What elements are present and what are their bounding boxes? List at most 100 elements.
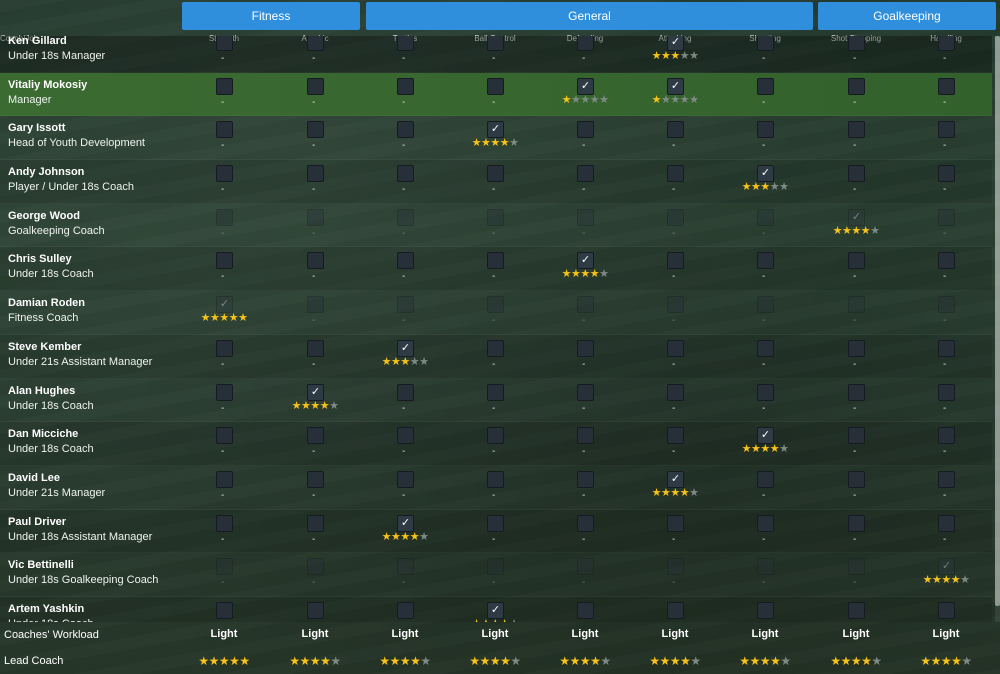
training-checkbox[interactable]: [397, 36, 414, 51]
training-checkbox[interactable]: [848, 77, 865, 95]
table-row[interactable]: Chris Sulley Under 18s Coach - - - - ✓ ★★★★★ - - -…: [0, 247, 992, 292]
training-checkbox[interactable]: [577, 514, 594, 532]
training-checkbox[interactable]: [487, 558, 504, 576]
training-checkbox[interactable]: [307, 339, 324, 357]
training-checkbox[interactable]: [307, 165, 324, 183]
training-checkbox[interactable]: [848, 514, 865, 532]
training-checkbox[interactable]: [757, 383, 774, 401]
training-checkbox[interactable]: [848, 383, 865, 401]
table-row[interactable]: Vic Bettinelli Under 18s Goalkeeping Coac…: [0, 553, 992, 597]
table-row[interactable]: Alan Hughes Under 18s Coach - ✓ ★★★★★ - - - - - - -: [0, 379, 992, 423]
training-checkbox[interactable]: [938, 36, 955, 51]
training-checkbox[interactable]: ✓: [487, 601, 504, 619]
training-checkbox[interactable]: [307, 427, 324, 445]
coach-name[interactable]: Steve Kember: [8, 340, 82, 353]
training-checkbox[interactable]: [848, 121, 865, 139]
coach-name[interactable]: Ken Gillard: [8, 36, 67, 47]
training-checkbox[interactable]: [307, 514, 324, 532]
training-checkbox[interactable]: [848, 339, 865, 357]
table-row[interactable]: Artem YashkinUnder 18s Coach---✓★★★★★---…: [0, 596, 992, 622]
training-checkbox[interactable]: [397, 383, 414, 401]
training-checkbox[interactable]: [938, 165, 955, 183]
training-checkbox[interactable]: [757, 296, 774, 314]
training-checkbox[interactable]: [757, 77, 774, 95]
table-row[interactable]: George Wood Goalkeeping Coach - - - - - - - ✓ ★★★★…: [0, 204, 992, 248]
training-checkbox[interactable]: [577, 121, 594, 139]
training-checkbox[interactable]: [216, 339, 233, 357]
training-checkbox[interactable]: [397, 470, 414, 488]
scrollbar[interactable]: [995, 36, 1000, 622]
training-checkbox[interactable]: [938, 514, 955, 532]
training-checkbox[interactable]: [487, 165, 504, 183]
training-checkbox[interactable]: [216, 165, 233, 183]
category-general[interactable]: General: [366, 2, 813, 30]
training-checkbox[interactable]: [487, 514, 504, 532]
training-checkbox[interactable]: [577, 558, 594, 576]
training-checkbox[interactable]: [757, 558, 774, 576]
training-checkbox[interactable]: [938, 339, 955, 357]
training-checkbox[interactable]: [216, 121, 233, 139]
training-checkbox[interactable]: [577, 470, 594, 488]
training-checkbox[interactable]: ✓: [577, 77, 594, 95]
table-row[interactable]: Andy Johnson Player / Under 18s Coach - - - -…: [0, 160, 992, 204]
training-checkbox[interactable]: [667, 427, 684, 445]
training-checkbox[interactable]: ✓: [397, 339, 414, 357]
training-checkbox[interactable]: ✓: [938, 558, 955, 576]
training-checkbox[interactable]: [397, 558, 414, 576]
training-checkbox[interactable]: [938, 208, 955, 226]
training-checkbox[interactable]: [848, 36, 865, 51]
coach-name[interactable]: George Wood: [8, 209, 80, 222]
training-checkbox[interactable]: [667, 601, 684, 619]
coach-name[interactable]: Alan Hughes: [8, 384, 76, 397]
training-checkbox[interactable]: [577, 427, 594, 445]
training-checkbox[interactable]: [216, 558, 233, 576]
training-checkbox[interactable]: [667, 296, 684, 314]
training-checkbox[interactable]: [397, 77, 414, 95]
training-checkbox[interactable]: [667, 208, 684, 226]
training-checkbox[interactable]: [577, 296, 594, 314]
coach-name[interactable]: Artem Yashkin: [8, 602, 85, 615]
training-checkbox[interactable]: [216, 36, 233, 51]
training-checkbox[interactable]: ✓: [757, 165, 774, 183]
training-checkbox[interactable]: ✓: [667, 77, 684, 95]
training-checkbox[interactable]: [487, 383, 504, 401]
training-checkbox[interactable]: [397, 121, 414, 139]
table-row[interactable]: Gary Issott Head of Youth Development - - - ✓…: [0, 116, 992, 161]
training-checkbox[interactable]: [848, 470, 865, 488]
training-checkbox[interactable]: ✓: [667, 36, 684, 51]
training-checkbox[interactable]: [487, 470, 504, 488]
training-checkbox[interactable]: [487, 339, 504, 357]
table-row[interactable]: David Lee Under 21s Manager - - - - - ✓ ★★★★★ - - -: [0, 466, 992, 510]
training-checkbox[interactable]: [397, 165, 414, 183]
coach-name[interactable]: Damian Roden: [8, 297, 86, 310]
training-checkbox[interactable]: [487, 208, 504, 226]
training-checkbox[interactable]: ✓: [848, 208, 865, 226]
coach-name[interactable]: Gary Issott: [8, 122, 66, 135]
table-row[interactable]: Dan Micciche Under 18s Coach - - - - - - ✓ ★★★★★ -…: [0, 422, 992, 466]
training-checkbox[interactable]: [577, 339, 594, 357]
table-row[interactable]: Paul Driver Under 18s Assistant Manager - -…: [0, 509, 992, 554]
training-checkbox[interactable]: [757, 601, 774, 619]
training-checkbox[interactable]: [307, 121, 324, 139]
training-checkbox[interactable]: [397, 427, 414, 445]
table-row[interactable]: Steve Kember Under 21s Assistant Manager -…: [0, 334, 992, 379]
coach-name[interactable]: Vitaliy Mokosiy: [8, 78, 88, 91]
training-checkbox[interactable]: [667, 514, 684, 532]
training-checkbox[interactable]: [216, 470, 233, 488]
coach-name[interactable]: Andy Johnson: [8, 166, 85, 179]
coach-name[interactable]: Chris Sulley: [8, 253, 72, 266]
category-goalkeeping[interactable]: Goalkeeping: [818, 2, 996, 30]
training-checkbox[interactable]: [848, 601, 865, 619]
training-checkbox[interactable]: [757, 252, 774, 270]
training-checkbox[interactable]: [757, 470, 774, 488]
training-checkbox[interactable]: [307, 470, 324, 488]
training-checkbox[interactable]: [307, 77, 324, 95]
training-checkbox[interactable]: [397, 252, 414, 270]
training-checkbox[interactable]: [757, 514, 774, 532]
training-checkbox[interactable]: [938, 252, 955, 270]
training-checkbox[interactable]: [667, 252, 684, 270]
table-row[interactable]: Damian Roden Fitness Coach ✓ ★★★★★ - - - - - - - -: [0, 291, 992, 335]
training-checkbox[interactable]: [397, 601, 414, 619]
training-checkbox[interactable]: [938, 296, 955, 314]
training-checkbox[interactable]: [307, 558, 324, 576]
